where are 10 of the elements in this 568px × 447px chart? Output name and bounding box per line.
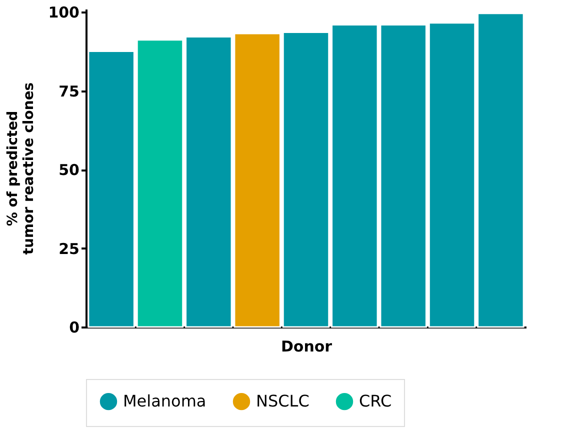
y-tick-label: 100 <box>48 4 80 22</box>
legend-label: CRC <box>359 392 392 411</box>
y-axis-title: % of predicted tumor reactive clones <box>5 82 38 255</box>
y-tick-label: 25 <box>58 240 80 258</box>
y-tick-label: 0 <box>69 318 80 336</box>
legend-label: NSCLC <box>256 392 310 411</box>
legend-label: Melanoma <box>123 392 206 411</box>
y-tick-label: 50 <box>58 161 80 180</box>
y-tick-label: 75 <box>58 82 80 100</box>
x-axis-title: Donor <box>280 338 333 356</box>
